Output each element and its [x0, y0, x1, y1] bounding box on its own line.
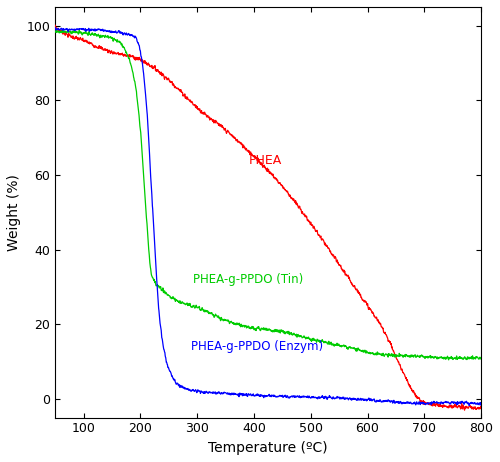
X-axis label: Temperature (ºC): Temperature (ºC) [208, 441, 328, 455]
Text: PHEA-g-PPDO (Enzym): PHEA-g-PPDO (Enzym) [192, 340, 324, 353]
Text: PHEA-g-PPDO (Tin): PHEA-g-PPDO (Tin) [193, 273, 304, 286]
Text: PHEA: PHEA [248, 154, 282, 167]
Y-axis label: Weight (%): Weight (%) [7, 174, 21, 251]
